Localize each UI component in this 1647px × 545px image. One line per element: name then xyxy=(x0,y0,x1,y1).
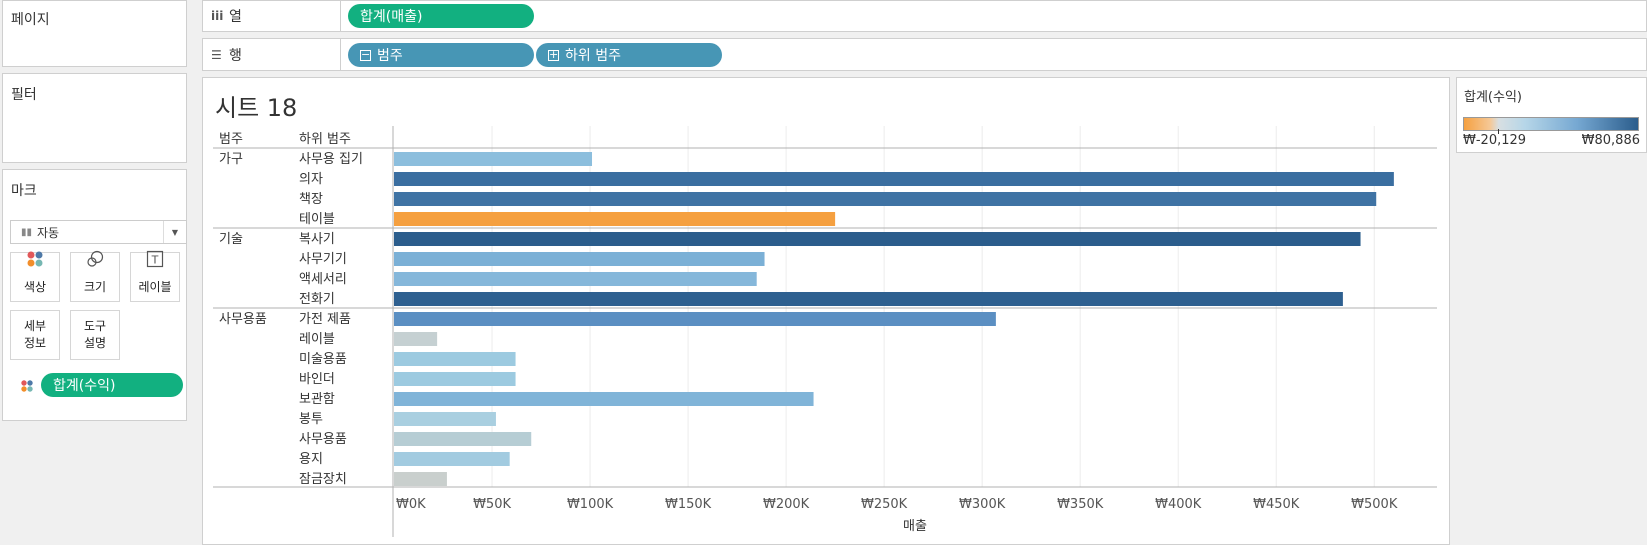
subcategory-label: 미술용품 xyxy=(299,352,347,367)
x-tick-label: ₩0K xyxy=(396,497,426,512)
columns-shelf: iii 열 합계(매출) xyxy=(202,0,1647,32)
bar xyxy=(394,452,510,466)
size-button[interactable]: 크기 xyxy=(70,250,120,302)
bar xyxy=(394,412,496,426)
legend-gradient xyxy=(1463,117,1639,131)
bar xyxy=(394,212,836,226)
label-button[interactable]: T 레이블 xyxy=(130,250,180,302)
expand-icon[interactable]: + xyxy=(548,47,559,61)
bar xyxy=(394,152,593,166)
legend-min-label: ₩-20,129 xyxy=(1463,133,1527,148)
x-tick-label: ₩300K xyxy=(959,497,1006,512)
category-label: 가구 xyxy=(219,152,243,167)
subcategory-label: 사무기기 xyxy=(299,252,347,267)
legend-title: 합계(수익) xyxy=(1464,90,1522,105)
subcategory-label: 사무용 집기 xyxy=(299,152,363,167)
bar xyxy=(394,252,765,266)
collapse-icon[interactable]: − xyxy=(360,47,371,61)
header-subcategory: 하위 범주 xyxy=(299,132,351,147)
subcategory-label: 바인더 xyxy=(299,372,335,387)
bar xyxy=(394,332,438,346)
subcategory-label: 봉투 xyxy=(299,412,323,427)
x-tick-label: ₩50K xyxy=(473,497,511,512)
bar xyxy=(394,292,1343,306)
svg-text:T: T xyxy=(151,254,159,267)
columns-shelf-text: 열 xyxy=(229,9,242,25)
subcategory-label: 용지 xyxy=(299,452,323,467)
subcategory-label: 액세서리 xyxy=(299,272,347,287)
detail-button-label: 세부 정보 xyxy=(23,319,47,350)
subcategory-label: 사무용품 xyxy=(299,432,347,447)
tooltip-button-label: 도구 설명 xyxy=(83,319,107,350)
filters-card-title: 필터 xyxy=(11,87,37,103)
size-icon xyxy=(86,250,104,272)
color-button[interactable]: 색상 xyxy=(10,250,60,302)
bar xyxy=(394,272,757,286)
color-encoding-icon xyxy=(20,378,34,397)
subcategory-label: 레이블 xyxy=(299,332,335,347)
rows-shelf-label: ☰ 행 xyxy=(211,39,341,70)
columns-pill-sales[interactable]: 합계(매출) xyxy=(348,4,534,28)
bar xyxy=(394,372,516,386)
text-label-icon: T xyxy=(146,250,164,272)
size-button-label: 크기 xyxy=(83,280,107,294)
color-legend[interactable]: 합계(수익) ₩-20,129 ₩80,886 xyxy=(1456,77,1647,153)
columns-icon: iii xyxy=(211,9,224,23)
mark-type-value: 자동 xyxy=(37,225,60,240)
subcategory-label: 잠금장치 xyxy=(299,472,347,487)
tooltip-button[interactable]: 도구 설명 xyxy=(70,310,120,360)
columns-shelf-label: iii 열 xyxy=(211,1,341,31)
subcategory-label: 전화기 xyxy=(299,292,335,307)
detail-button[interactable]: 세부 정보 xyxy=(10,310,60,360)
x-tick-label: ₩250K xyxy=(861,497,908,512)
mark-type-dropdown[interactable]: ▮▮ 자동 ▼ xyxy=(10,220,187,244)
color-icon xyxy=(26,250,44,272)
bar xyxy=(394,172,1394,186)
label-button-label: 레이블 xyxy=(138,280,172,294)
chevron-down-icon[interactable]: ▼ xyxy=(163,221,186,243)
x-tick-label: ₩150K xyxy=(665,497,712,512)
color-button-label: 색상 xyxy=(23,280,47,294)
bar xyxy=(394,392,814,406)
header-category: 범주 xyxy=(219,132,243,147)
subcategory-label: 보관함 xyxy=(299,392,335,407)
subcategory-label: 테이블 xyxy=(299,212,335,227)
bar xyxy=(394,192,1377,206)
marks-card-title: 마크 xyxy=(11,183,37,199)
bar xyxy=(394,352,516,366)
rows-pill-category[interactable]: − 범주 xyxy=(348,43,534,67)
sheet-title: 시트 18 xyxy=(215,94,298,122)
bar xyxy=(394,312,996,326)
x-tick-label: ₩100K xyxy=(567,497,614,512)
x-tick-label: ₩200K xyxy=(763,497,810,512)
x-axis-title: 매출 xyxy=(903,519,927,534)
rows-shelf: ☰ 행 − 범주 + 하위 범주 xyxy=(202,38,1647,71)
rows-pill-subcategory[interactable]: + 하위 범주 xyxy=(536,43,722,67)
bar xyxy=(394,472,447,486)
x-tick-label: ₩400K xyxy=(1155,497,1202,512)
category-label: 사무용품 xyxy=(219,312,267,327)
subcategory-label: 의자 xyxy=(299,172,323,187)
rows-shelf-text: 행 xyxy=(229,47,242,64)
subcategory-label: 가전 제품 xyxy=(299,312,351,327)
bar xyxy=(394,432,532,446)
x-tick-label: ₩450K xyxy=(1253,497,1300,512)
color-pill-profit[interactable]: 합계(수익) xyxy=(41,373,183,397)
rows-pill-subcategory-label: 하위 범주 xyxy=(565,48,621,64)
subcategory-label: 책장 xyxy=(299,192,323,207)
x-tick-label: ₩350K xyxy=(1057,497,1104,512)
rows-pill-category-label: 범주 xyxy=(377,48,403,64)
category-label: 기술 xyxy=(219,232,243,247)
pages-card-title: 페이지 xyxy=(11,12,50,28)
rows-icon: ☰ xyxy=(211,47,222,62)
bar-chart-icon: ▮▮ xyxy=(21,226,33,238)
filters-card[interactable]: 필터 xyxy=(2,73,187,163)
legend-max-label: ₩80,886 xyxy=(1581,133,1640,148)
pages-card: 페이지 xyxy=(2,0,187,67)
x-tick-label: ₩500K xyxy=(1351,497,1398,512)
subcategory-label: 복사기 xyxy=(299,232,335,247)
legend-zero-tick xyxy=(1498,129,1499,134)
bar xyxy=(394,232,1361,246)
